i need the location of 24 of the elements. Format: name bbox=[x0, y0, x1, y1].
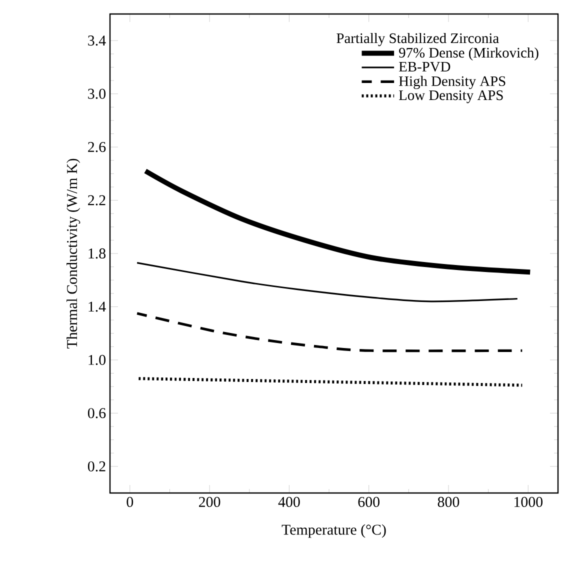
x-tick-label: 1000 bbox=[514, 496, 543, 507]
x-axis-title: Temperature (°C) bbox=[282, 524, 386, 538]
y-tick-label: 3.0 bbox=[88, 88, 106, 99]
x-tick-label: 200 bbox=[199, 496, 220, 507]
legend-label: Low Density APS bbox=[398, 90, 503, 104]
y-tick-label: 3.4 bbox=[88, 36, 106, 46]
y-tick-label: 1.0 bbox=[88, 354, 106, 366]
legend-label: EB-PVD bbox=[398, 62, 450, 72]
y-tick-label: 0.6 bbox=[88, 408, 106, 418]
y-tick-label: 1.8 bbox=[88, 248, 106, 259]
y-axis-title: Thermal Conductivity (W/m K) bbox=[66, 158, 80, 348]
y-tick-label: 2.6 bbox=[88, 142, 106, 152]
y-tick-label: 2.2 bbox=[88, 195, 106, 206]
x-tick-label: 400 bbox=[278, 496, 300, 507]
line-series bbox=[136, 312, 524, 352]
x-tick-label: 0 bbox=[126, 496, 134, 507]
legend-title: Partially Stabilized Zirconia bbox=[336, 32, 499, 46]
y-tick-label: 0.2 bbox=[88, 461, 106, 472]
line-series bbox=[136, 262, 518, 302]
x-tick-label: 800 bbox=[438, 496, 460, 507]
y-tick-label: 1.4 bbox=[88, 302, 106, 312]
legend-label: High Density APS bbox=[398, 76, 506, 90]
x-tick-label: 600 bbox=[358, 496, 380, 507]
legend-label: 97% Dense (Mirkovich) bbox=[399, 47, 538, 61]
